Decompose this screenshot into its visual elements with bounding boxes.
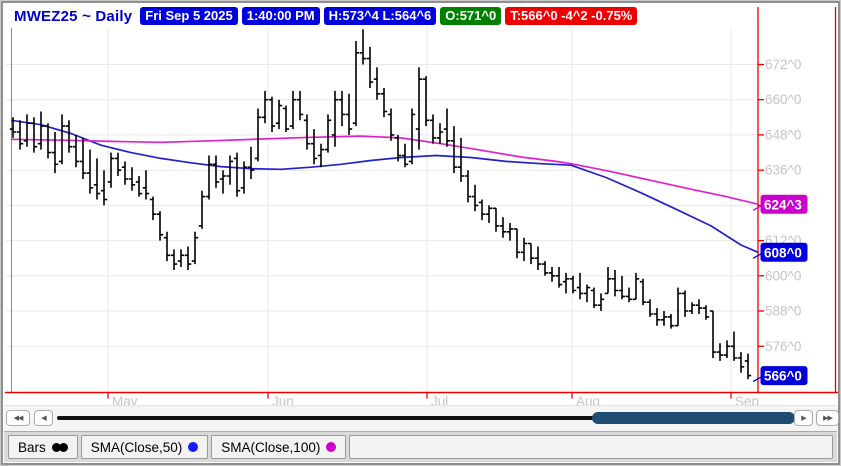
svg-text:600^0: 600^0 [765, 268, 801, 283]
svg-text:648^0: 648^0 [765, 127, 801, 142]
sma50-dot-icon [188, 442, 199, 452]
high-low-badge: H:573^4 L:564^6 [323, 7, 437, 25]
scrollbar-thumb[interactable] [592, 412, 795, 424]
legend-item-sma50[interactable]: SMA(Close,50) [80, 435, 209, 459]
price-chart[interactable]: 672^0660^0648^0636^0624^0612^0600^0588^0… [1, 1, 841, 405]
svg-text:Jul: Jul [431, 394, 448, 405]
svg-text:May: May [112, 394, 138, 405]
right-arrow-icon: ▶ [801, 415, 806, 422]
svg-text:588^0: 588^0 [765, 304, 801, 319]
legend-bars-label: Bars [18, 439, 46, 455]
double-right-arrow-icon: ▶▶ [823, 415, 833, 422]
svg-text:576^0: 576^0 [765, 339, 801, 354]
legend-sma50-label: SMA(Close,50) [90, 439, 183, 455]
double-left-arrow-icon: ◀◀ [13, 415, 24, 422]
svg-text:608^0: 608^0 [764, 245, 802, 260]
svg-text:Aug: Aug [576, 394, 600, 405]
chart-scrollbar: ◀◀ ◀ ▶ ▶▶ [4, 405, 839, 432]
date-badge: Fri Sep 5 2025 [140, 7, 238, 25]
symbol-title: MWEZ25 ~ Daily [14, 7, 133, 25]
scroll-prev-button[interactable]: ◀ [34, 410, 53, 426]
svg-text:660^0: 660^0 [765, 92, 801, 107]
scroll-next-button[interactable]: ▶ [794, 410, 813, 426]
chart-header: MWEZ25 ~ Daily Fri Sep 5 2025 1:40:00 PM… [14, 6, 638, 26]
svg-text:Sep: Sep [735, 394, 759, 405]
legend-empty-panel [349, 435, 833, 459]
sma100-dot-icon [326, 442, 337, 452]
scrollbar-track[interactable] [57, 416, 595, 420]
scroll-last-button[interactable]: ▶▶ [816, 410, 839, 426]
legend-item-sma100[interactable]: SMA(Close,100) [211, 435, 347, 459]
svg-text:636^0: 636^0 [765, 163, 801, 178]
svg-text:672^0: 672^0 [765, 57, 801, 72]
legend-sma100-label: SMA(Close,100) [221, 439, 321, 455]
svg-text:566^0: 566^0 [764, 369, 802, 384]
svg-text:Jun: Jun [272, 394, 294, 405]
legend-item-bars[interactable]: Bars [8, 435, 78, 459]
open-badge: O:571^0 [440, 7, 502, 25]
svg-text:624^3: 624^3 [764, 197, 802, 212]
bars-double-dot-icon [51, 440, 68, 455]
time-badge: 1:40:00 PM [241, 7, 320, 25]
left-arrow-icon: ◀ [41, 415, 46, 422]
scroll-first-button[interactable]: ◀◀ [6, 410, 30, 426]
indicator-legend: Bars SMA(Close,50) SMA(Close,100) [4, 431, 837, 462]
last-badge: T:566^0 -4^2 -0.75% [505, 7, 638, 25]
